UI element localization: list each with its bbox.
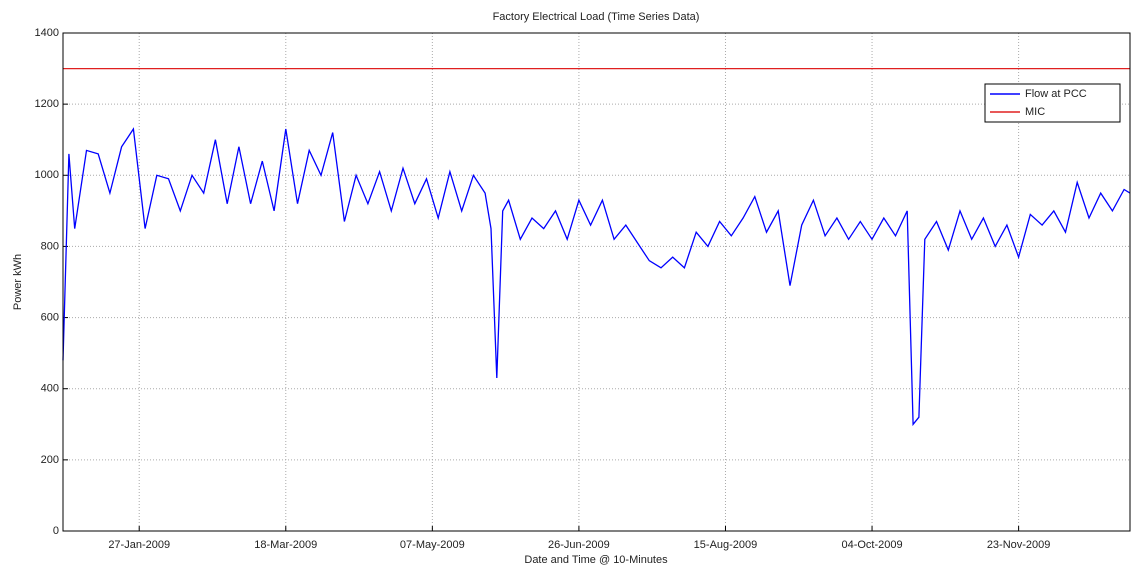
y-tick-label: 800	[41, 240, 59, 252]
legend-label: Flow at PCC	[1025, 88, 1087, 100]
y-tick-label: 600	[41, 311, 59, 323]
y-tick-label: 0	[53, 525, 59, 537]
y-tick-label: 1400	[35, 27, 59, 39]
x-tick-label: 15-Aug-2009	[694, 539, 758, 551]
x-tick-label: 04-Oct-2009	[841, 539, 902, 551]
legend-label: MIC	[1025, 106, 1045, 118]
y-tick-label: 1000	[35, 169, 59, 181]
x-tick-label: 23-Nov-2009	[987, 539, 1051, 551]
plot-frame	[62, 32, 1131, 532]
x-tick-label: 07-May-2009	[400, 539, 465, 551]
x-tick-label: 27-Jan-2009	[108, 539, 170, 551]
y-tick-label: 400	[41, 383, 59, 395]
y-tick-label: 200	[41, 454, 59, 466]
x-tick-label: 18-Mar-2009	[254, 539, 317, 551]
legend-box	[984, 83, 1121, 123]
series-line	[62, 127, 1131, 427]
chart-title: Factory Electrical Load (Time Series Dat…	[493, 11, 700, 23]
x-axis-label: Date and Time @ 10-Minutes	[524, 554, 668, 566]
y-tick-label: 1200	[35, 98, 59, 110]
y-axis-label: Power kWh	[12, 254, 24, 310]
x-tick-label: 26-Jun-2009	[548, 539, 610, 551]
plot-area	[63, 33, 1130, 531]
